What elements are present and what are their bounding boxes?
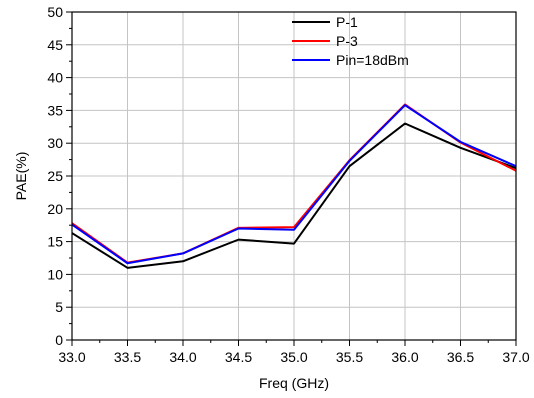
- x-tick-label: 33.5: [114, 349, 141, 365]
- y-tick-label: 40: [47, 70, 63, 86]
- y-tick-label: 5: [55, 299, 63, 315]
- x-tick-label: 35.0: [280, 349, 307, 365]
- x-tick-label: 35.5: [336, 349, 363, 365]
- y-tick-label: 30: [47, 135, 63, 151]
- x-tick-label: 34.0: [169, 349, 196, 365]
- y-axis-label: PAE(%): [13, 152, 29, 201]
- y-tick-label: 45: [47, 37, 63, 53]
- series-line-p-1: [71, 122, 517, 269]
- y-tick-label: 35: [47, 102, 63, 118]
- x-tick-label: 37.0: [502, 349, 529, 365]
- y-tick-label: 10: [47, 266, 63, 282]
- grid: [71, 11, 517, 341]
- x-tick-label: 36.5: [447, 349, 474, 365]
- axis-ticks: 33.0 33.5 34.0 34.5 35.0 35.5 36.0 36.5 37.0 0 5 10…: [47, 4, 529, 365]
- y-tick-label: 50: [47, 4, 63, 20]
- series-lines: [71, 103, 517, 269]
- legend-label: Pin=18dBm: [336, 52, 409, 68]
- legend: P-1 P-3 Pin=18dBm: [292, 14, 409, 68]
- x-tick-label: 33.0: [58, 349, 85, 365]
- x-axis-label: Freq (GHz): [259, 375, 329, 391]
- y-tick-label: 20: [47, 201, 63, 217]
- series-line-pin-18dbm: [71, 104, 517, 265]
- x-tick-label: 34.5: [225, 349, 252, 365]
- y-tick-label: 0: [55, 332, 63, 348]
- legend-label: P-3: [336, 33, 358, 49]
- y-tick-label: 15: [47, 234, 63, 250]
- legend-label: P-1: [336, 14, 358, 30]
- x-tick-label: 36.0: [391, 349, 418, 365]
- y-tick-label: 25: [47, 168, 63, 184]
